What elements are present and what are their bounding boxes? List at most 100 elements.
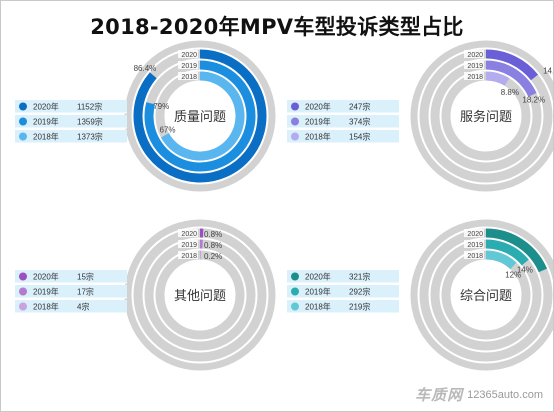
legend-row-bg [287, 130, 399, 143]
legend: 2020年 15宗 2019年 17宗 2018年 4宗 [15, 270, 127, 314]
ring-label-2018: 2018 [181, 253, 197, 260]
legend-row-bg [287, 270, 399, 283]
ring-label-2019: 2019 [467, 63, 483, 70]
ring-label-bg [464, 72, 484, 80]
legend-series-name: 2019年 [33, 287, 59, 297]
legend-count: 1152宗 [77, 102, 102, 112]
legend-marker [291, 102, 299, 111]
legend-marker [291, 132, 299, 141]
legend-count: 374宗 [349, 117, 370, 127]
legend-row-bg [15, 100, 127, 113]
ring-label-2020: 2020 [467, 231, 483, 238]
ring-label-2019: 2019 [467, 242, 483, 249]
legend-series-name: 2018年 [305, 302, 331, 312]
center-label: 服务问题 [460, 109, 512, 125]
ring-arc-2019 [485, 60, 537, 97]
ring-label-2018: 2018 [181, 74, 197, 81]
center-label: 质量问题 [174, 110, 226, 125]
ring-label-bg [464, 61, 484, 69]
legend-row-bg [15, 115, 127, 128]
chart-title: 2018-2020年MPV车型投诉类型占比 [90, 15, 464, 39]
ring-arc-2019 [144, 60, 256, 172]
ring-label-bg [178, 72, 198, 80]
ring-label-bg [178, 240, 198, 248]
legend-series-name: 2018年 [305, 132, 331, 142]
ring-label-2018: 2018 [467, 253, 483, 260]
watermark-brand: 车质网 [415, 386, 464, 404]
donut-chart-3: 2020 2019 2018 0.8% 0.8% 0.2% 其他问题 2020年 15宗 2019… [15, 219, 276, 371]
ring-arc-2020 [133, 49, 267, 183]
ring-label-2019: 2019 [181, 242, 197, 249]
legend-row-bg [287, 115, 399, 128]
legend-count: 154宗 [349, 132, 370, 142]
legend-count: 1373宗 [77, 132, 103, 142]
legend-series-name: 2018年 [33, 132, 59, 142]
legend-series-name: 2020年 [305, 272, 331, 282]
outer-track [410, 40, 553, 192]
legend-marker [19, 117, 27, 126]
watermark: 车质网 12365auto.com [415, 384, 543, 405]
center-label: 综合问题 [460, 289, 512, 304]
legend-count: 17宗 [77, 287, 94, 297]
watermark-site: 12365auto.com [467, 388, 543, 401]
legend-count: 4宗 [77, 302, 89, 312]
ring-label-2020: 2020 [181, 231, 197, 238]
percent-label-2019: 79% [153, 102, 169, 111]
donut-chart-1: 2020 2019 2018 86.4% 79% 67%质量问题 2020年 1152宗 201… [15, 40, 276, 192]
center-label: 其他问题 [174, 289, 226, 304]
percent-label-2020: 0.8% [204, 230, 222, 239]
ring-arc-2020 [485, 49, 539, 81]
legend-marker [19, 302, 27, 311]
percent-label-2019: 14% [517, 266, 533, 275]
ring-label-2020: 2020 [467, 52, 483, 59]
legend-row-bg [15, 130, 127, 143]
ring-arc-2018 [485, 71, 510, 86]
percent-label-2019: 18.2% [522, 95, 545, 104]
ring-arc-2020 [485, 228, 548, 273]
legend-marker [291, 117, 299, 126]
legend-series-name: 2019年 [305, 117, 331, 127]
ring-label-bg [464, 229, 484, 237]
legend-marker [19, 132, 27, 141]
legend-marker [19, 102, 27, 111]
legend-count: 321宗 [349, 272, 370, 282]
legend: 2020年 247宗 2019年 374宗 2018年 154宗 [287, 100, 399, 144]
legend: 2020年 1152宗 2019年 1359宗 2018年 1373宗 [15, 100, 127, 144]
legend-count: 292宗 [349, 287, 370, 297]
legend-row-bg [15, 270, 127, 283]
legend-series-name: 2019年 [305, 287, 331, 297]
percent-label-2019: 0.8% [204, 241, 222, 250]
donut-chart-2: 20202019201814.3%18.2%8.8%服务问题2020年247宗2… [287, 40, 553, 192]
outer-track [124, 40, 276, 192]
legend-marker [291, 287, 299, 296]
ring-arc-2018 [161, 71, 245, 161]
legend-series-name: 2020年 [305, 102, 331, 112]
percent-label-2020: 14.3% [543, 67, 553, 76]
legend-count: 219宗 [349, 302, 370, 312]
legend-row-bg [287, 100, 399, 113]
legend-row-bg [287, 300, 399, 313]
percent-label-2020: 86.4% [134, 64, 157, 73]
percent-label-2018: 67% [159, 125, 175, 134]
legend-marker [291, 302, 299, 311]
legend-row-bg [15, 285, 127, 298]
legend-series-name: 2020年 [33, 272, 59, 282]
ring-label-bg [178, 251, 198, 259]
percent-label-2018: 8.8% [501, 88, 519, 97]
ring-arc-2019 [485, 239, 529, 266]
percent-label-2018: 12% [505, 271, 521, 280]
legend-series-name: 2019年 [33, 117, 59, 127]
ring-label-bg [464, 251, 484, 259]
legend-marker [19, 287, 27, 296]
legend-marker [291, 272, 299, 281]
legend: 2020年 321宗 2019年 292宗 2018年 219宗 [287, 270, 399, 314]
ring-label-bg [178, 61, 198, 69]
ring-label-bg [178, 229, 198, 237]
legend-series-name: 2020年 [33, 102, 59, 112]
outer-track [410, 219, 553, 371]
legend-count: 1359宗 [77, 117, 103, 127]
percent-label-2018: 0.2% [204, 252, 222, 261]
donut-chart-4: 20202019201818.5%14%12%综合问题2020年321宗2019… [287, 219, 553, 371]
